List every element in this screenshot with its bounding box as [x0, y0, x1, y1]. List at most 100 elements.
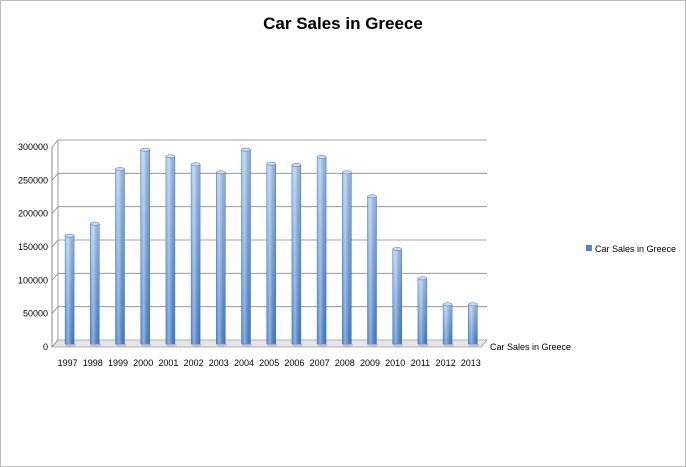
legend-entry: Car Sales in Greece — [595, 244, 676, 254]
bar-shade — [115, 169, 125, 344]
gridline-slant — [51, 273, 59, 281]
bar-cap — [442, 302, 453, 307]
bar-shade — [165, 156, 175, 344]
bar-shade — [191, 164, 201, 344]
x-tick-label: 2012 — [436, 358, 456, 368]
bar-floor-shadow — [241, 343, 253, 347]
bar-floor-shadow — [165, 343, 177, 347]
depth-axis-label: Car Sales in Greece — [490, 342, 571, 352]
bar — [115, 167, 127, 347]
bar-floor-shadow — [90, 343, 102, 347]
x-axis-ticks: 1997 1998 1999 2000 2001 2002 2003 2004 2005 2006… — [58, 358, 481, 368]
x-tick-label: 2003 — [209, 358, 229, 368]
bar-shade — [342, 172, 352, 344]
bar-cap — [241, 147, 251, 152]
bar — [468, 302, 480, 347]
bar-cap — [291, 163, 302, 167]
bar — [342, 170, 354, 347]
bar — [241, 147, 253, 347]
x-tick-label: 2011 — [411, 358, 430, 368]
bar-shade — [291, 165, 301, 344]
legend-swatch — [586, 245, 592, 251]
bar-floor-shadow — [468, 343, 480, 347]
bar-cap — [367, 194, 377, 199]
bar-cap — [392, 247, 402, 251]
bar-floor-shadow — [291, 343, 303, 347]
bar-cap — [266, 161, 276, 166]
x-tick-label: 1997 — [58, 358, 78, 368]
bar-shade — [443, 304, 453, 344]
gridline-slant — [51, 173, 59, 181]
bar — [291, 163, 303, 347]
bar — [316, 155, 329, 347]
bar-shade — [392, 249, 402, 344]
bar-shade — [140, 149, 150, 344]
bar-cap — [115, 167, 125, 171]
bar-cap — [468, 302, 478, 307]
bar — [417, 276, 429, 347]
x-tick-label: 2002 — [184, 358, 204, 368]
bar — [165, 154, 177, 347]
y-tick-label: 0 — [43, 342, 48, 352]
bar-floor-shadow — [392, 343, 404, 347]
y-tick-label: 200000 — [18, 209, 48, 219]
bar-shade — [417, 278, 427, 344]
bar-shade — [90, 223, 100, 344]
y-tick-label: 300000 — [18, 142, 48, 152]
bar-floor-shadow — [342, 343, 354, 347]
bar-floor-shadow — [216, 343, 228, 347]
x-tick-label: 2006 — [284, 358, 304, 368]
x-tick-label: 2009 — [360, 358, 380, 368]
bar-shade — [65, 235, 75, 344]
y-tick-label: 50000 — [23, 309, 48, 319]
x-tick-label: 2004 — [234, 358, 254, 368]
gridline-slant — [51, 239, 59, 248]
bar — [140, 147, 152, 347]
x-tick-label: 2001 — [158, 358, 178, 368]
gridline-slant — [51, 306, 59, 314]
bar-shade — [468, 304, 478, 344]
bar-shade — [367, 196, 377, 344]
bar-floor-shadow — [115, 343, 127, 347]
chart-title: Car Sales in Greece — [263, 14, 423, 33]
bar-cap — [417, 276, 428, 281]
x-tick-label: 1998 — [83, 358, 103, 368]
bar-cap — [165, 154, 176, 159]
bar-floor-shadow — [417, 343, 429, 347]
x-tick-label: 2010 — [385, 358, 405, 368]
bar — [190, 162, 203, 347]
bar — [64, 233, 77, 347]
bar — [367, 194, 379, 347]
x-tick-label: 2005 — [259, 358, 279, 368]
bar-cap — [140, 147, 150, 152]
bar-floor-shadow — [367, 343, 379, 347]
x-tick-label: 1999 — [108, 358, 128, 368]
y-tick-label: 150000 — [18, 242, 48, 252]
bar — [266, 161, 278, 347]
legend: Car Sales in Greece — [586, 244, 676, 254]
bar-floor-shadow — [443, 343, 455, 347]
bar-shade — [266, 163, 276, 344]
bar-floor-shadow — [65, 343, 77, 347]
bar-shade — [216, 172, 226, 344]
bar-cap — [342, 170, 352, 175]
x-tick-label: 2008 — [335, 358, 355, 368]
y-tick-label: 100000 — [18, 275, 48, 285]
bar — [90, 221, 102, 347]
bar — [392, 247, 404, 347]
gridline-slant — [51, 139, 59, 148]
bar-cap — [190, 162, 201, 167]
bar-shade — [317, 157, 327, 344]
bar — [216, 170, 228, 347]
y-axis-ticks: 0 50000 100000 150000 200000 250000 300000 — [18, 142, 48, 352]
x-tick-label: 2000 — [133, 358, 153, 368]
bar-shade — [241, 149, 251, 344]
bars — [64, 147, 480, 347]
gridline-slant — [51, 206, 59, 214]
bar — [442, 302, 455, 347]
bar-cap — [216, 170, 226, 175]
bar-floor-shadow — [191, 343, 203, 347]
bar-floor-shadow — [140, 343, 152, 347]
gridline-slant — [51, 339, 59, 348]
